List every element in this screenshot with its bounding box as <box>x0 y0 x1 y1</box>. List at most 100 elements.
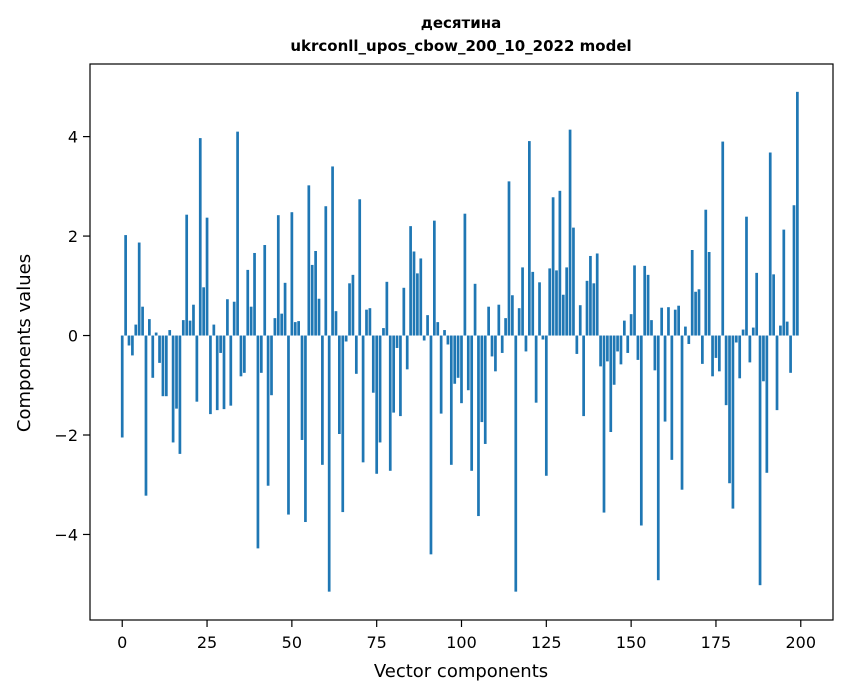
bar-184 <box>745 216 748 336</box>
bar-61 <box>327 335 331 592</box>
bar-82 <box>399 335 402 417</box>
bar-40 <box>256 335 260 549</box>
bar-15 <box>171 335 175 443</box>
bar-3 <box>131 335 134 356</box>
bar-148 <box>622 320 626 336</box>
bar-67 <box>348 283 351 336</box>
bar-17 <box>178 335 182 454</box>
bar-158 <box>656 335 660 581</box>
bar-189 <box>762 335 765 382</box>
bar-146 <box>616 335 619 352</box>
x-tick-label-100: 100 <box>446 633 477 652</box>
bar-51 <box>293 322 297 336</box>
bar-185 <box>748 335 752 363</box>
chart-title-line-1: десятина <box>421 14 502 32</box>
bar-41 <box>259 335 263 373</box>
bar-71 <box>361 335 365 463</box>
bar-149 <box>626 335 630 353</box>
bar-134 <box>575 335 579 354</box>
bar-186 <box>751 327 755 336</box>
bar-83 <box>402 287 406 336</box>
bar-43 <box>266 335 270 486</box>
bar-159 <box>660 307 664 336</box>
bar-50 <box>290 212 294 336</box>
bar-107 <box>483 335 487 444</box>
bar-93 <box>436 322 440 336</box>
bar-194 <box>779 325 782 336</box>
y-tick-label-2: 2 <box>68 227 78 246</box>
bar-118 <box>521 267 524 336</box>
bar-12 <box>161 335 165 397</box>
y-tick-label--2: −2 <box>54 426 78 445</box>
bar-11 <box>158 335 161 363</box>
bar-36 <box>243 335 246 373</box>
bar-88 <box>419 258 423 336</box>
bar-145 <box>612 335 616 385</box>
bar-136 <box>582 335 585 417</box>
bar-78 <box>385 281 389 336</box>
bar-163 <box>673 309 677 336</box>
bar-139 <box>592 283 596 336</box>
bar-25 <box>205 217 209 336</box>
x-tick-label-75: 75 <box>367 633 387 652</box>
bar-112 <box>500 335 504 353</box>
bar-45 <box>273 318 277 336</box>
bar-193 <box>775 335 779 411</box>
bar-197 <box>789 335 792 373</box>
bar-42 <box>263 245 267 336</box>
bar-140 <box>595 253 599 336</box>
bar-76 <box>378 335 382 443</box>
bar-37 <box>246 269 250 336</box>
bar-59 <box>321 335 324 465</box>
bar-21 <box>192 304 195 336</box>
bar-196 <box>785 321 789 336</box>
bar-49 <box>287 335 290 515</box>
bar-169 <box>694 291 697 336</box>
bar-98 <box>453 335 457 384</box>
bar-33 <box>232 301 236 336</box>
bar-94 <box>439 335 443 414</box>
bar-31 <box>226 299 229 336</box>
bar-22 <box>195 335 199 402</box>
x-tick-label-125: 125 <box>531 633 562 652</box>
bar-125 <box>544 335 548 476</box>
bar-151 <box>633 265 636 336</box>
bar-23 <box>198 138 202 336</box>
bar-130 <box>561 294 565 336</box>
bar-126 <box>548 268 552 336</box>
bar-182 <box>738 335 742 379</box>
bar-52 <box>297 321 300 336</box>
bar-44 <box>270 335 273 396</box>
bar-167 <box>687 335 691 344</box>
bar-129 <box>558 190 562 336</box>
bar-123 <box>538 282 541 336</box>
bar-66 <box>344 335 348 342</box>
bar-39 <box>253 252 256 336</box>
bar-7 <box>144 335 148 496</box>
bar-8 <box>148 319 151 336</box>
bar-137 <box>585 280 589 336</box>
bar-47 <box>280 313 284 336</box>
bar-160 <box>663 335 667 422</box>
bar-28 <box>215 335 219 411</box>
bar-56 <box>310 264 314 336</box>
bar-81 <box>395 335 399 348</box>
bar-57 <box>314 250 317 336</box>
bar-141 <box>599 335 602 367</box>
bar-69 <box>354 335 358 374</box>
bar-92 <box>433 220 436 336</box>
x-tick-label-50: 50 <box>282 633 302 652</box>
bar-152 <box>636 335 640 360</box>
bar-101 <box>463 213 467 336</box>
bar-16 <box>175 335 178 409</box>
bar-174 <box>711 335 714 377</box>
bar-108 <box>487 306 490 336</box>
bar-133 <box>572 227 575 336</box>
bar-63 <box>334 311 338 336</box>
bar-14 <box>168 330 172 336</box>
bar-13 <box>164 335 168 397</box>
x-tick-label-0: 0 <box>117 633 127 652</box>
bar-64 <box>338 335 341 434</box>
bar-10 <box>154 332 158 336</box>
bar-68 <box>351 274 355 336</box>
